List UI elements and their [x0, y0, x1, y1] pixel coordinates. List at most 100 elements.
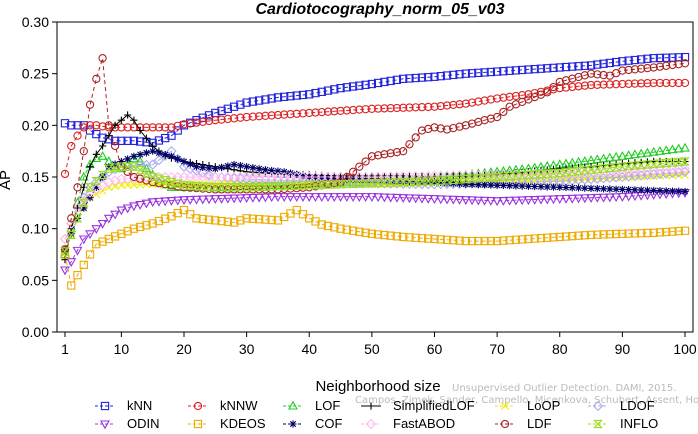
data-point	[192, 116, 201, 125]
data-point	[330, 179, 339, 188]
data-point	[153, 154, 165, 166]
data-point	[116, 162, 127, 171]
data-point	[473, 174, 484, 183]
data-point	[261, 215, 270, 224]
data-point	[373, 193, 384, 203]
data-point	[367, 229, 377, 238]
data-point	[674, 78, 683, 88]
data-point	[523, 196, 534, 206]
data-point	[549, 63, 558, 73]
data-point	[85, 121, 95, 130]
data-point	[191, 195, 202, 205]
data-point	[147, 159, 158, 170]
data-point	[455, 180, 464, 188]
data-point	[511, 91, 521, 101]
x-tick-label: 80	[552, 341, 568, 357]
data-point	[186, 119, 195, 128]
data-point	[435, 176, 446, 185]
data-point	[117, 229, 126, 238]
data-point	[267, 215, 276, 225]
data-point	[385, 178, 396, 187]
data-point	[374, 176, 382, 184]
data-point	[380, 230, 389, 240]
data-point	[85, 183, 95, 192]
data-point	[529, 195, 540, 205]
data-point	[549, 82, 558, 92]
data-point	[637, 55, 646, 64]
data-point	[411, 133, 420, 142]
data-point	[624, 229, 633, 238]
data-point	[129, 123, 139, 132]
data-point	[618, 66, 627, 75]
data-point	[498, 197, 509, 206]
data-point	[79, 147, 88, 156]
data-point	[449, 100, 458, 110]
data-point	[128, 202, 139, 212]
data-point	[204, 195, 214, 205]
data-point	[266, 193, 277, 203]
data-point	[492, 67, 502, 76]
data-point	[305, 108, 314, 118]
data-point	[625, 186, 633, 194]
y-tick-label: 0.05	[22, 272, 49, 288]
data-point	[192, 163, 201, 171]
data-point	[267, 94, 276, 103]
data-point	[567, 194, 578, 204]
data-point	[97, 151, 108, 160]
data-point	[417, 234, 427, 243]
data-point	[555, 83, 564, 93]
legend-item-kdeos: KDEOS	[188, 416, 266, 431]
data-point	[436, 101, 445, 111]
legend-label: LDOF	[620, 398, 655, 413]
legend-marker	[593, 419, 603, 429]
data-point	[243, 163, 251, 171]
data-point	[236, 113, 245, 122]
data-point	[236, 100, 245, 109]
data-point	[366, 193, 377, 202]
data-point	[128, 162, 139, 171]
data-point	[448, 195, 459, 205]
data-point	[436, 235, 445, 244]
data-point	[636, 148, 647, 158]
data-point	[612, 185, 620, 193]
data-point	[123, 123, 132, 132]
series-line-inflo	[64, 161, 686, 252]
data-point	[479, 196, 490, 206]
data-point	[498, 172, 509, 181]
data-point	[136, 137, 145, 146]
data-point	[461, 99, 470, 108]
data-point	[611, 193, 622, 203]
data-point	[392, 148, 402, 157]
data-point	[562, 183, 570, 192]
data-point	[129, 180, 138, 189]
data-point	[518, 65, 527, 75]
legend-item-cof: COF	[283, 416, 343, 431]
data-point	[424, 102, 433, 112]
data-point	[579, 166, 590, 175]
data-point	[524, 65, 533, 74]
data-point	[474, 181, 482, 189]
data-point	[492, 112, 502, 122]
data-point	[462, 180, 470, 188]
data-point	[142, 221, 151, 230]
data-point	[586, 230, 596, 240]
data-point	[593, 70, 602, 79]
data-point	[130, 116, 138, 124]
data-point	[292, 91, 301, 100]
data-point	[668, 227, 677, 236]
data-point	[136, 174, 145, 183]
legend-item-ldf: LDF	[495, 416, 552, 431]
data-point	[272, 193, 283, 202]
data-point	[85, 230, 95, 240]
data-point	[548, 195, 559, 205]
legend-label: LoOP	[527, 398, 560, 413]
data-point	[180, 157, 188, 166]
series-inflo	[60, 157, 690, 256]
data-point	[455, 122, 464, 131]
data-point	[330, 107, 339, 116]
data-point	[380, 104, 389, 113]
data-point	[342, 106, 351, 115]
data-point	[273, 182, 283, 191]
data-point	[167, 152, 176, 160]
data-point	[561, 62, 571, 72]
